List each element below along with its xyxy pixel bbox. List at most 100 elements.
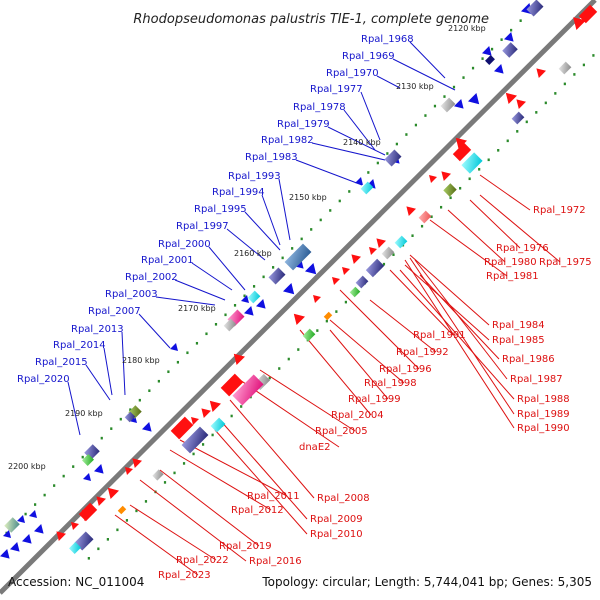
kbp-label: 2200 kbp: [8, 462, 46, 471]
gene-block: [365, 258, 385, 278]
reverse-gene-arrow: [209, 400, 221, 412]
tick-mark: [192, 452, 195, 456]
forward-gene-arrow: [454, 99, 464, 109]
tick-mark: [395, 142, 398, 146]
reverse-gene-arrow: [441, 171, 451, 181]
leader-line: [208, 246, 246, 291]
gene-block: [152, 469, 164, 481]
leader-line: [376, 75, 401, 89]
kbp-label: 2150 kbp: [289, 193, 327, 202]
tick-mark: [344, 300, 347, 304]
label-leader-lines: [67, 41, 561, 576]
tick-mark: [335, 310, 338, 313]
gene-block: [355, 275, 369, 289]
tick-mark: [125, 519, 129, 522]
tick-mark: [24, 512, 27, 516]
reverse-gene-arrow: [132, 458, 142, 468]
gene-label: Rpal_1980: [484, 257, 537, 268]
gene-block: [418, 210, 432, 224]
tick-mark: [325, 319, 328, 323]
tick-mark: [392, 253, 395, 256]
leader-line: [214, 429, 308, 535]
tick-mark: [100, 436, 103, 440]
gene-block: [181, 426, 209, 454]
leader-line: [138, 313, 171, 349]
tick-mark: [176, 360, 180, 364]
tick-mark: [459, 186, 462, 190]
gene-label: Rpal_1968: [361, 34, 414, 45]
leader-line: [414, 259, 508, 380]
gene-label: Rpal_2005: [315, 426, 368, 437]
reverse-gene-arrow: [351, 254, 361, 264]
leader-line: [174, 279, 226, 301]
gene-label: Rpal_1996: [379, 364, 432, 375]
gene-label: dnaE2: [299, 442, 331, 453]
gene-label: Rpal_1992: [396, 347, 449, 358]
topology-text: Topology: circular; Length: 5,744,041 bp…: [261, 575, 592, 589]
tick-mark: [281, 256, 284, 260]
leader-line: [392, 58, 456, 91]
gene-label: Rpal_1999: [348, 394, 401, 405]
leader-line: [409, 254, 490, 326]
reverse-gene-arrow: [71, 522, 79, 530]
leader-line: [409, 257, 515, 415]
forward-gene-arrow: [170, 343, 178, 351]
tick-mark: [144, 500, 148, 503]
tick-mark: [262, 275, 265, 279]
forward-gene-arrow: [355, 177, 363, 185]
leader-line: [219, 419, 308, 520]
gene-block: [511, 111, 525, 125]
gene-label: Rpal_1970: [326, 68, 379, 79]
tick-mark: [478, 167, 481, 171]
gene-block: [4, 517, 20, 533]
leader-line: [139, 479, 247, 562]
leader-line: [261, 194, 281, 246]
gene-block: [220, 373, 244, 397]
leader-line: [299, 329, 372, 416]
leader-line: [129, 504, 217, 561]
gene-block: [68, 541, 82, 555]
tick-mark: [110, 427, 113, 430]
tick-mark: [287, 357, 290, 361]
leader-line: [339, 289, 420, 370]
tick-mark: [554, 92, 557, 95]
gene-label: Rpal_1997: [176, 221, 229, 232]
tick-mark: [34, 503, 37, 506]
tick-mark: [329, 209, 332, 212]
gene-label: Rpal_2002: [125, 272, 178, 283]
tick-mark: [230, 414, 233, 418]
gene-block: [223, 318, 237, 332]
tick-mark: [382, 262, 386, 266]
reverse-gene-arrow: [429, 175, 437, 183]
tick-mark: [316, 329, 319, 332]
reverse-gene-arrow: [293, 313, 305, 325]
gene-block: [74, 531, 94, 551]
tick-mark: [319, 218, 322, 222]
leader-line: [327, 126, 386, 156]
gene-block: [268, 267, 286, 285]
tick-mark: [148, 389, 151, 393]
reverse-gene-arrow: [342, 267, 350, 275]
tick-mark: [487, 158, 490, 162]
red-gene-labels: Rpal_1972 Rpal_1976 Rpal_1980 Rpal_1975 …: [158, 205, 592, 581]
forward-gene-arrow: [241, 295, 249, 303]
tick-mark: [205, 332, 208, 336]
tick-mark: [386, 152, 389, 155]
gene-label: Rpal_2023: [158, 570, 211, 581]
kbp-label: 2120 kbp: [448, 24, 486, 33]
gene-label: Rpal_2015: [35, 357, 88, 368]
reverse-gene-arrow: [233, 353, 245, 365]
gene-block: [394, 235, 408, 249]
leader-line: [159, 469, 260, 547]
tick-mark: [233, 304, 237, 307]
reverse-gene-arrow: [313, 295, 321, 303]
leader-line: [404, 259, 515, 429]
tick-mark: [300, 237, 303, 241]
gene-label: Rpal_1991: [413, 330, 466, 341]
leader-line: [479, 174, 531, 211]
leader-line: [121, 331, 126, 396]
tick-mark: [135, 509, 138, 513]
tick-mark: [116, 528, 119, 532]
tick-mark: [535, 111, 538, 114]
